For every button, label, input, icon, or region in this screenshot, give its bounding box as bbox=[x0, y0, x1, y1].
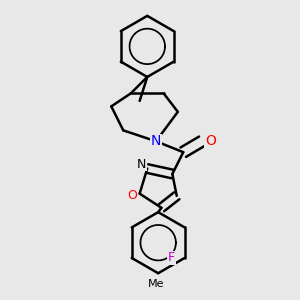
Text: N: N bbox=[151, 134, 161, 148]
Text: Me: Me bbox=[148, 279, 164, 289]
Text: N: N bbox=[137, 158, 146, 171]
Text: O: O bbox=[205, 134, 216, 148]
Text: F: F bbox=[168, 251, 175, 265]
Text: O: O bbox=[127, 189, 137, 202]
